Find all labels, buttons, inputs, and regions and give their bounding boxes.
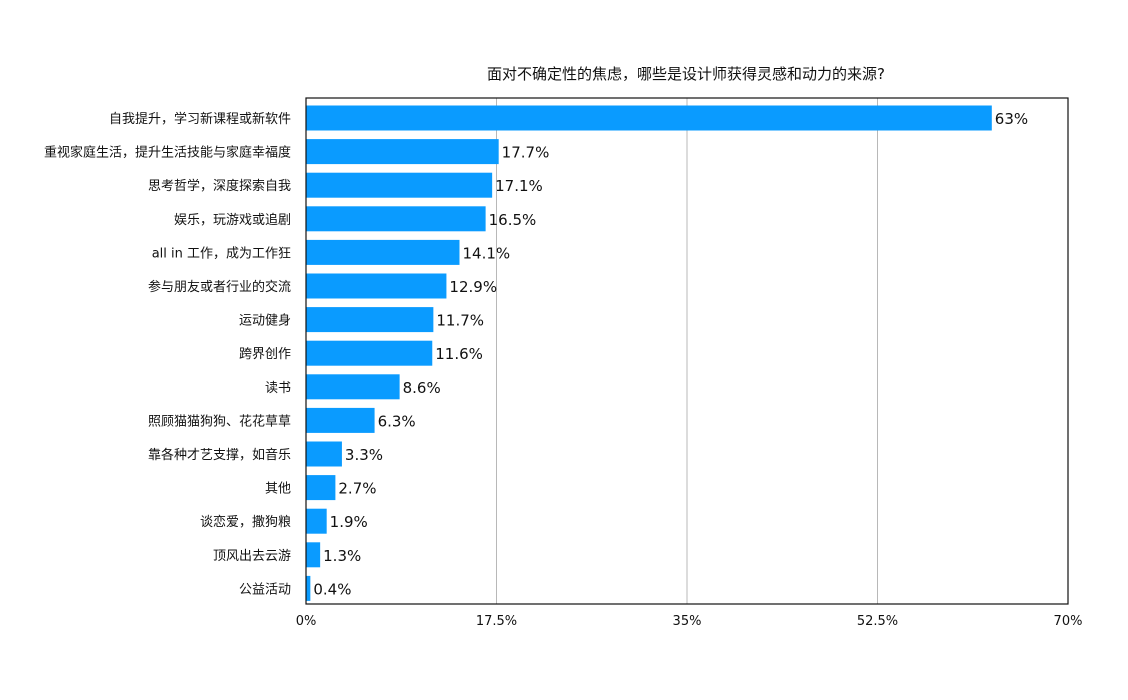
category-label: 重视家庭生活，提升生活技能与家庭幸福度 [44, 145, 291, 161]
grid-lines [496, 98, 878, 604]
category-label: 跨界创作 [239, 347, 291, 362]
bar [306, 340, 433, 366]
value-label: 12.9% [449, 278, 497, 296]
category-label: all in 工作，成为工作狂 [152, 246, 291, 261]
value-label: 3.3% [345, 446, 383, 464]
bar [306, 105, 992, 131]
bar [306, 441, 342, 467]
value-label: 63% [995, 110, 1028, 128]
category-label: 顶风出去云游 [213, 549, 291, 564]
value-label: 2.7% [338, 480, 376, 498]
category-labels: 自我提升，学习新课程或新软件重视家庭生活，提升生活技能与家庭幸福度思考哲学，深度… [44, 111, 291, 597]
category-label: 读书 [265, 381, 291, 396]
x-tick-label: 70% [1054, 614, 1083, 629]
value-label: 11.6% [435, 345, 483, 363]
value-label: 14.1% [462, 244, 510, 262]
value-label: 0.4% [313, 580, 351, 598]
value-label: 17.1% [495, 177, 543, 195]
category-label: 照顾猫猫狗狗、花花草草 [148, 413, 291, 429]
value-label: 6.3% [378, 412, 416, 430]
value-label: 8.6% [403, 379, 441, 397]
value-label: 16.5% [489, 211, 537, 229]
category-label: 公益活动 [239, 582, 291, 597]
bar [306, 575, 311, 601]
plot-frame [305, 97, 1069, 605]
x-axis-tick-labels: 0% 17.5% 35% 52.5% 70% [296, 614, 1083, 629]
bar [306, 172, 493, 198]
value-label: 1.3% [323, 547, 361, 565]
bar [306, 374, 400, 400]
category-label: 运动健身 [239, 313, 291, 329]
chart-title: 面对不确定性的焦虑，哪些是设计师获得灵感和动力的来源? [487, 65, 885, 83]
value-label: 17.7% [502, 144, 550, 162]
category-label: 靠各种才艺支撑，如音乐 [148, 447, 291, 463]
bar [306, 407, 375, 433]
bar [306, 206, 486, 232]
bars [306, 105, 992, 601]
category-label: 参与朋友或者行业的交流 [148, 279, 291, 295]
bar [306, 307, 434, 333]
x-tick-label: 17.5% [476, 614, 517, 629]
bar [306, 139, 499, 165]
category-label: 谈恋爱，撒狗粮 [200, 514, 291, 530]
category-label: 娱乐，玩游戏或追剧 [174, 212, 291, 228]
value-label: 1.9% [330, 513, 368, 531]
value-labels: 63% 17.7% 17.1% 16.5% 14.1% 12.9% 11.7% 11.6% 8.… [313, 110, 1028, 598]
category-label: 思考哲学，深度探索自我 [148, 178, 291, 194]
value-label: 11.7% [436, 312, 484, 330]
bar [306, 542, 321, 568]
x-tick-label: 52.5% [857, 614, 898, 629]
x-tick-label: 35% [673, 614, 702, 629]
x-tick-label: 0% [296, 614, 317, 629]
bar [306, 239, 460, 265]
category-label: 自我提升，学习新课程或新软件 [109, 111, 291, 127]
bar [306, 475, 336, 501]
bar [306, 508, 327, 534]
category-label: 其他 [265, 482, 291, 497]
bar [306, 273, 447, 299]
